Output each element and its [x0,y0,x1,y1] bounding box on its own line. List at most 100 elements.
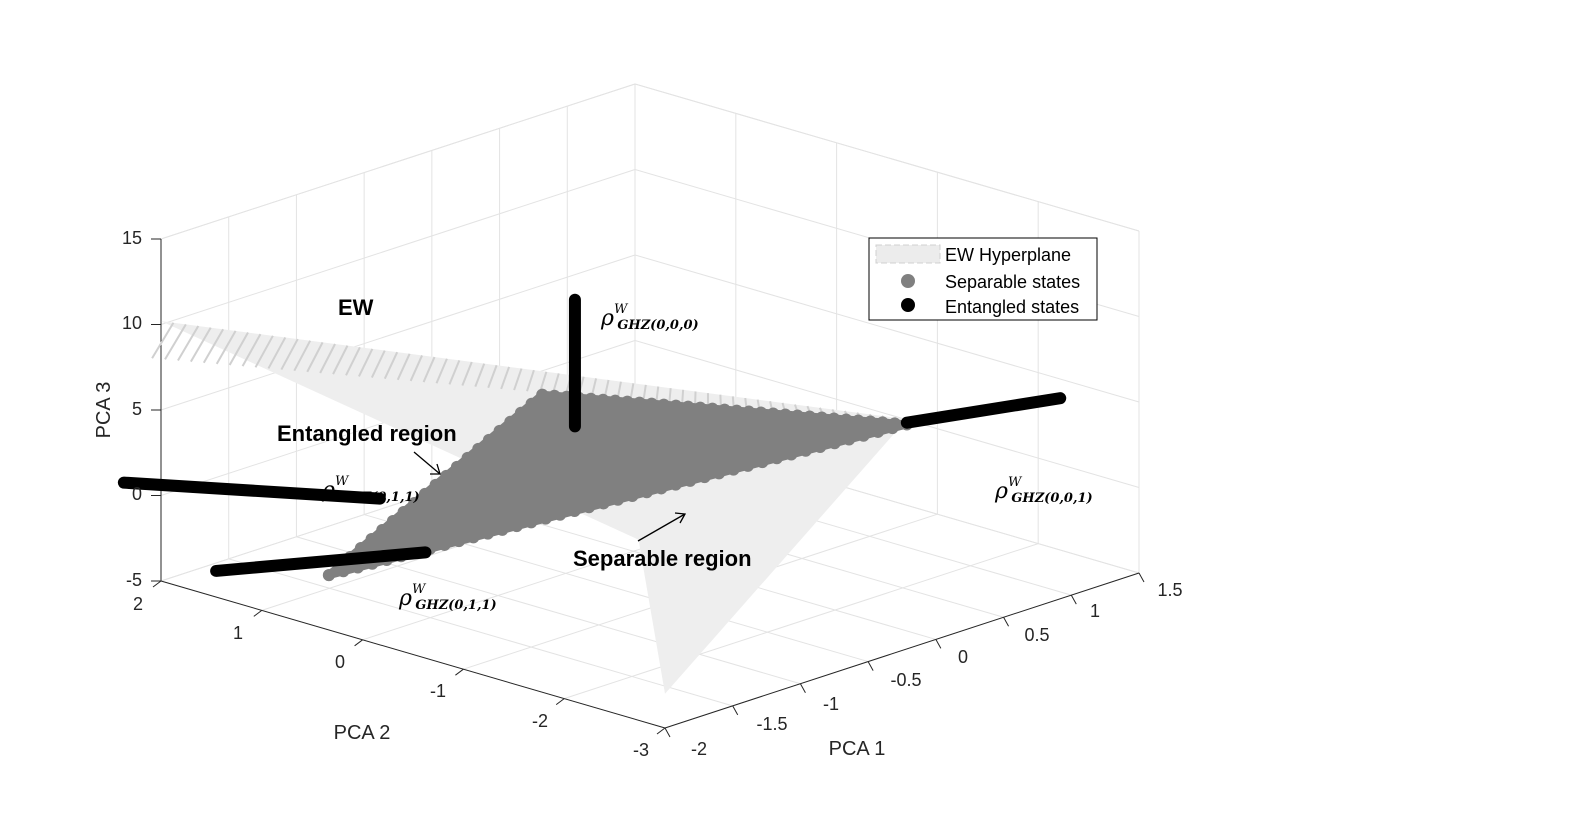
separable-state-marker [626,489,639,502]
rho-subscript: GHZ(0,0,1) [1011,491,1092,506]
x-tick-mark [1070,594,1077,605]
separable-state-marker [597,393,610,406]
legend-hyperplane-swatch [875,244,941,264]
y-tick-mark [253,610,263,617]
separable-region-annotation: Separable region [573,546,752,571]
hyperplane-hatch [655,386,660,403]
hyperplane-hatch [448,359,461,385]
separable-state-marker [514,406,527,419]
z-tick-label: 0 [132,484,142,504]
y-tick-label: 2 [133,594,143,614]
separable-state-marker [814,441,827,454]
separable-state-marker [730,404,743,417]
separable-state-marker [536,388,549,401]
y-tick-label: -1 [430,681,446,701]
separable-state-marker [694,401,707,414]
separable-state-marker [827,412,840,425]
entangled-state-segment [210,546,432,577]
separable-state-marker [633,396,646,409]
x-axis-label: PCA 1 [829,738,886,760]
separable-state-marker [584,392,597,405]
hyperplane-hatch [461,361,473,386]
separable-state-marker [857,429,870,442]
separable-state-marker [611,493,624,506]
back-wall-gridline [160,169,636,325]
side-wall-gridline [634,340,1140,488]
separable-state-marker [539,512,552,525]
separable-state-marker [828,437,841,450]
separable-region-arrow [637,513,686,542]
hyperplane-hatch [526,369,535,392]
annotation-arrows [413,451,687,542]
hyperplane-hatch [215,330,237,365]
legend-entangled-label: Entangled states [945,297,1079,317]
x-tick-mark [1138,572,1145,583]
separable-state-marker [718,403,731,416]
separable-state-marker [461,451,474,464]
x-tick-mark [799,683,806,693]
separable-state-marker [496,523,509,536]
ew-annotation: EW [338,295,374,320]
x-tick-label: 1.5 [1157,580,1182,600]
rho-symbol: ρ [600,306,614,331]
x-tick-mark [732,705,739,716]
rho-symbol: ρ [321,478,335,503]
entangled-region-arrowhead [430,463,441,475]
separable-state-marker [682,400,695,413]
z-tick-label: 15 [122,228,142,248]
x-tick-label: 0.5 [1024,625,1049,645]
separable-state-marker [376,523,389,536]
separable-state-marker [742,405,755,418]
z-tick-label: 10 [122,313,142,333]
hyperplane-hatch [487,364,498,389]
floor-gridline [564,543,1039,700]
y-tick-label: -3 [633,740,649,760]
separable-state-marker [450,460,463,473]
hyperplane-hatch [280,338,299,371]
separable-state-marker [597,497,610,510]
separable-state-marker [525,516,538,529]
separable-state-marker [452,535,465,548]
hyperplane-hatch [396,353,411,381]
hyperplane-hatch [306,341,324,373]
hyperplane-hatch [319,343,336,374]
z-ticks: -5 0 5 10 15 [122,228,142,590]
separable-state-marker [386,514,399,527]
y-axis-label: PCA 2 [334,722,391,744]
separable-state-marker [799,444,812,457]
separable-state-marker [548,389,561,402]
hyperplane-hatch [190,327,212,363]
separable-state-marker [482,433,495,446]
separable-state-marker [791,409,804,422]
y-tick-label: 0 [335,652,345,672]
legend-separable-marker [901,274,915,288]
hyperplane-hatch [267,336,287,369]
separable-state-marker [727,463,740,476]
z-tick-label: -5 [126,570,142,590]
hyperplane-hatch [228,332,249,366]
separable-state-marker [657,398,670,411]
x-tick-label: -1.5 [756,714,787,734]
separable-state-marker [493,424,506,437]
separable-state-marker [876,416,889,429]
hyperplane-hatch [164,323,187,360]
x-tick-label: -1 [823,694,839,714]
separable-state-marker [888,417,901,430]
y-axis-line [160,580,666,729]
separable-state-marker [438,538,451,551]
hyperplane-hatch [500,366,511,390]
separable-state-marker [568,505,581,518]
separable-state-marker [803,410,816,423]
x-axis-line [664,572,1140,729]
separable-state-marker [554,508,567,521]
hyperplane-hatch [151,322,175,359]
y-tick-mark [354,639,363,647]
x-tick-mark [1003,617,1010,627]
x-ticks: -2 -1.5 -1 -0.5 0 0.5 1 1.5 [691,580,1183,759]
box-edges [151,238,1145,738]
rho-ghz-001-label: ρW GHZ(0,0,1) [994,475,1093,506]
hyperplane-hatch [241,333,262,367]
separable-state-marker [785,448,798,461]
rho-subscript: GHZ(0,0,0) [617,318,698,333]
